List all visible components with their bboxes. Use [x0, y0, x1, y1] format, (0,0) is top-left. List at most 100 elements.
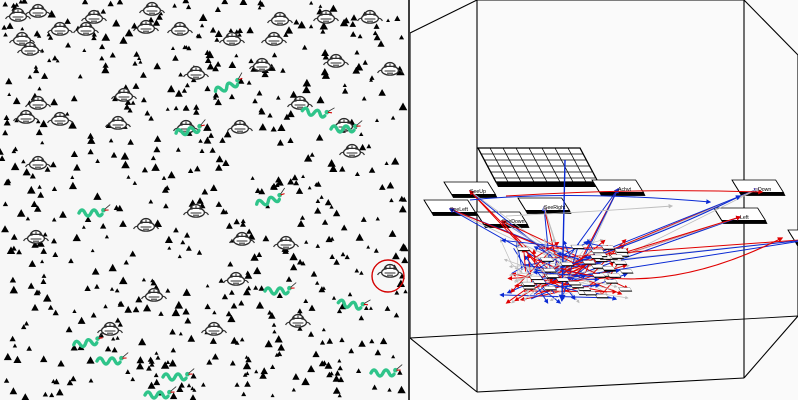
- graph-cluster-node[interactable]: [567, 281, 582, 286]
- graph-cluster-node[interactable]: [604, 279, 619, 284]
- debris-particle: [215, 155, 224, 163]
- graph-cluster-node[interactable]: [583, 291, 598, 296]
- graph-view-panel[interactable]: SeeUp SeeLeft SeeRight SeeDown Achvt Down Left…: [410, 0, 798, 400]
- debris-particle: [37, 33, 42, 38]
- debris-particle: [68, 258, 74, 264]
- debris-particle: [3, 352, 12, 361]
- debris-particle: [237, 32, 242, 37]
- graph-edge: [514, 274, 533, 284]
- debris-particle: [268, 312, 276, 319]
- graph-cluster-node[interactable]: [619, 269, 634, 274]
- debris-particle: [292, 373, 300, 380]
- debris-particle: [148, 115, 154, 121]
- graph-cluster-node[interactable]: [601, 245, 616, 250]
- graph-cluster-node[interactable]: [540, 257, 554, 262]
- debris-particle: [350, 31, 357, 37]
- world-canvas[interactable]: [0, 0, 408, 400]
- graph-cluster-node[interactable]: [618, 287, 633, 292]
- debris-particle: [337, 376, 345, 383]
- debris-particle: [245, 356, 252, 363]
- debris-particle: [286, 110, 295, 118]
- debris-particle: [182, 0, 190, 4]
- graph-edge-long: [505, 189, 764, 197]
- graph-cluster-node[interactable]: [516, 246, 531, 252]
- debris-particle: [187, 168, 194, 173]
- graph-cluster-node[interactable]: [610, 254, 624, 259]
- debris-particle: [77, 74, 83, 79]
- debris-particle: [340, 224, 348, 231]
- debris-particle: [86, 356, 95, 364]
- debris-particle: [42, 232, 48, 237]
- debris-particle: [132, 306, 140, 313]
- debris-particle: [70, 175, 75, 179]
- graph-cluster-node[interactable]: [614, 248, 629, 253]
- debris-particle: [147, 381, 156, 389]
- debris-particle: [163, 203, 169, 209]
- debris-particle: [357, 33, 363, 39]
- debris-particle: [104, 345, 112, 352]
- graph-cluster-node[interactable]: [560, 262, 575, 267]
- debris-particle: [70, 95, 78, 102]
- graph-edge: [556, 215, 742, 283]
- graph-edge: [556, 252, 580, 260]
- debris-particle: [109, 287, 115, 291]
- debris-particle: [72, 309, 77, 313]
- graph-node-label-left: Left: [740, 215, 749, 221]
- world-view-panel[interactable]: [0, 0, 408, 400]
- debris-particle: [253, 266, 262, 275]
- graph-cluster-node[interactable]: [613, 260, 628, 266]
- debris-particle: [230, 302, 238, 309]
- graph-cluster-node[interactable]: [529, 275, 544, 281]
- graph-cluster-node[interactable]: [607, 273, 622, 278]
- debris-particle: [314, 207, 322, 214]
- graph-cluster-node[interactable]: [521, 281, 536, 287]
- graph-cluster-node[interactable]: [545, 274, 560, 279]
- debris-particle: [111, 346, 118, 353]
- graph-cluster-node[interactable]: [601, 266, 616, 271]
- debris-particle: [252, 98, 258, 104]
- debris-particle: [283, 113, 291, 120]
- debris-particle: [342, 83, 347, 87]
- debris-particle: [302, 78, 312, 87]
- debris-particle: [94, 283, 100, 289]
- debris-particle: [308, 331, 315, 337]
- debris-particle: [239, 0, 248, 5]
- debris-particle: [182, 308, 190, 315]
- debris-particle: [193, 104, 200, 110]
- debris-particle: [271, 52, 278, 58]
- graph-edge-long: [559, 237, 784, 280]
- debris-particle: [107, 0, 114, 7]
- debris-particle: [136, 356, 145, 364]
- debris-particle: [3, 377, 10, 383]
- graph-cluster-node[interactable]: [543, 286, 558, 291]
- debris-particle: [28, 260, 37, 267]
- debris-particle: [129, 250, 137, 257]
- debris-particle: [87, 148, 94, 155]
- debris-particle: [16, 209, 26, 217]
- debris-particle: [401, 196, 407, 202]
- debris-particle: [127, 107, 133, 113]
- graph-cluster-node[interactable]: [589, 254, 604, 260]
- graph-cluster-node[interactable]: [532, 279, 547, 285]
- grid-plate[interactable]: [476, 147, 600, 187]
- graph-edge-long: [559, 195, 742, 269]
- debris-particle: [141, 277, 146, 282]
- graph-cluster-node[interactable]: [582, 260, 597, 265]
- debris-particle: [315, 243, 321, 248]
- debris-particle: [33, 67, 40, 74]
- graph-canvas[interactable]: SeeUp SeeLeft SeeRight SeeDown Achvt Down Left…: [410, 0, 798, 400]
- graph-cluster-node[interactable]: [591, 273, 606, 278]
- debris-particle: [320, 29, 326, 34]
- debris-particle: [126, 175, 131, 179]
- debris-particle: [340, 251, 346, 257]
- graph-cluster-node[interactable]: [590, 249, 605, 254]
- debris-particle: [13, 355, 22, 363]
- debris-particle: [125, 369, 131, 374]
- debris-particle: [42, 391, 48, 397]
- debris-particle: [262, 235, 270, 242]
- graph-cluster-node[interactable]: [570, 244, 585, 250]
- debris-particle: [132, 180, 138, 185]
- graph-cluster-node[interactable]: [542, 268, 557, 273]
- debris-particle: [153, 135, 162, 142]
- debris-particle: [321, 71, 330, 79]
